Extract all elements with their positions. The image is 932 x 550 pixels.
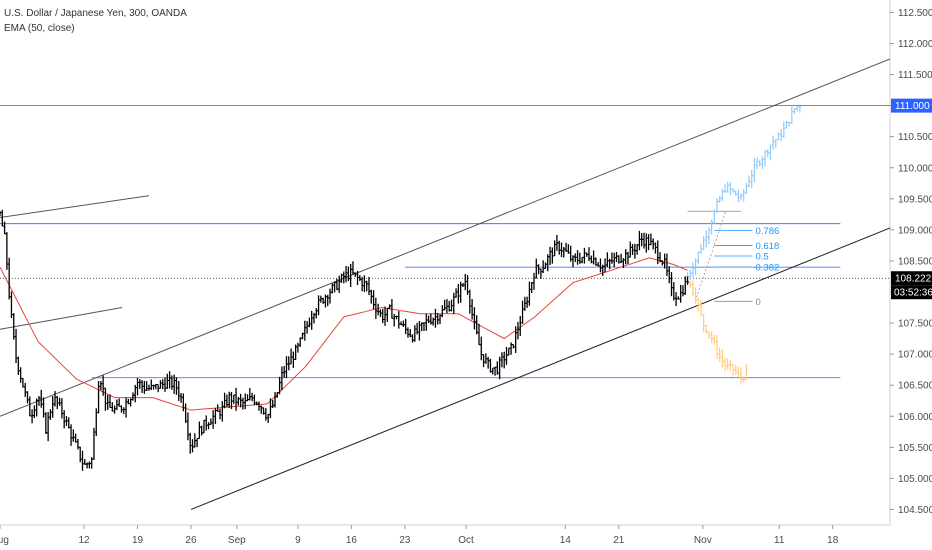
target-level-tag xyxy=(891,98,932,113)
trendline xyxy=(0,307,123,330)
fib-level-label: 0 xyxy=(755,297,760,308)
price-tick-label: 107.500 xyxy=(898,319,932,330)
time-tick-label: 21 xyxy=(613,535,625,546)
target-level-tag-text: 111.000 xyxy=(895,101,930,112)
time-tick-label: 14 xyxy=(560,535,572,546)
time-tick-label: 16 xyxy=(346,535,358,546)
ema-indicator-label: EMA (50, close) xyxy=(4,23,75,34)
price-tick-label: 106.500 xyxy=(898,381,932,392)
fib-level-label: 0.786 xyxy=(755,226,779,237)
price-tick-label: 104.500 xyxy=(898,505,932,516)
price-tick-label: 106.000 xyxy=(898,412,932,423)
countdown-tag xyxy=(891,285,932,300)
last-price-tag xyxy=(891,271,932,286)
trendline xyxy=(190,227,891,510)
price-tick-label: 105.000 xyxy=(898,474,932,485)
time-tick-label: 26 xyxy=(185,535,197,546)
time-tick-label: 9 xyxy=(295,535,301,546)
last-price-tag-text: 108.222 xyxy=(895,274,932,285)
price-tick-label: 112.500 xyxy=(898,8,932,19)
time-tick-label: 18 xyxy=(827,535,839,546)
trendline xyxy=(0,58,891,417)
trendline xyxy=(0,195,150,218)
time-tick-label: 12 xyxy=(78,535,90,546)
chart-title: U.S. Dollar / Japanese Yen, 300, OANDA xyxy=(4,8,187,19)
price-tick-label: 110.000 xyxy=(898,163,932,174)
time-tick-label: Nov xyxy=(694,535,712,546)
time-tick-label: 23 xyxy=(399,535,411,546)
price-tick-label: 109.500 xyxy=(898,194,932,205)
price-tick-label: 112.000 xyxy=(898,39,932,50)
ema-line xyxy=(0,257,688,411)
price-tick-label: 110.500 xyxy=(898,132,932,143)
price-tick-label: 111.500 xyxy=(898,70,932,81)
time-tick-label: Sep xyxy=(228,535,246,546)
price-tick-label: 105.500 xyxy=(898,443,932,454)
time-tick-label: Oct xyxy=(458,535,474,546)
fib-level-label: 0.618 xyxy=(755,241,779,252)
price-tick-label: 108.500 xyxy=(898,256,932,267)
countdown-tag-text: 03:52:36 xyxy=(894,288,932,299)
time-tick-label: 19 xyxy=(132,535,144,546)
price-tick-label: 109.000 xyxy=(898,225,932,236)
time-tick-label: Aug xyxy=(0,535,9,546)
price-tick-label: 107.000 xyxy=(898,350,932,361)
fib-level-label: 0.382 xyxy=(755,263,779,274)
time-tick-label: 11 xyxy=(774,535,785,546)
fib-level-label: 0.5 xyxy=(755,251,768,262)
